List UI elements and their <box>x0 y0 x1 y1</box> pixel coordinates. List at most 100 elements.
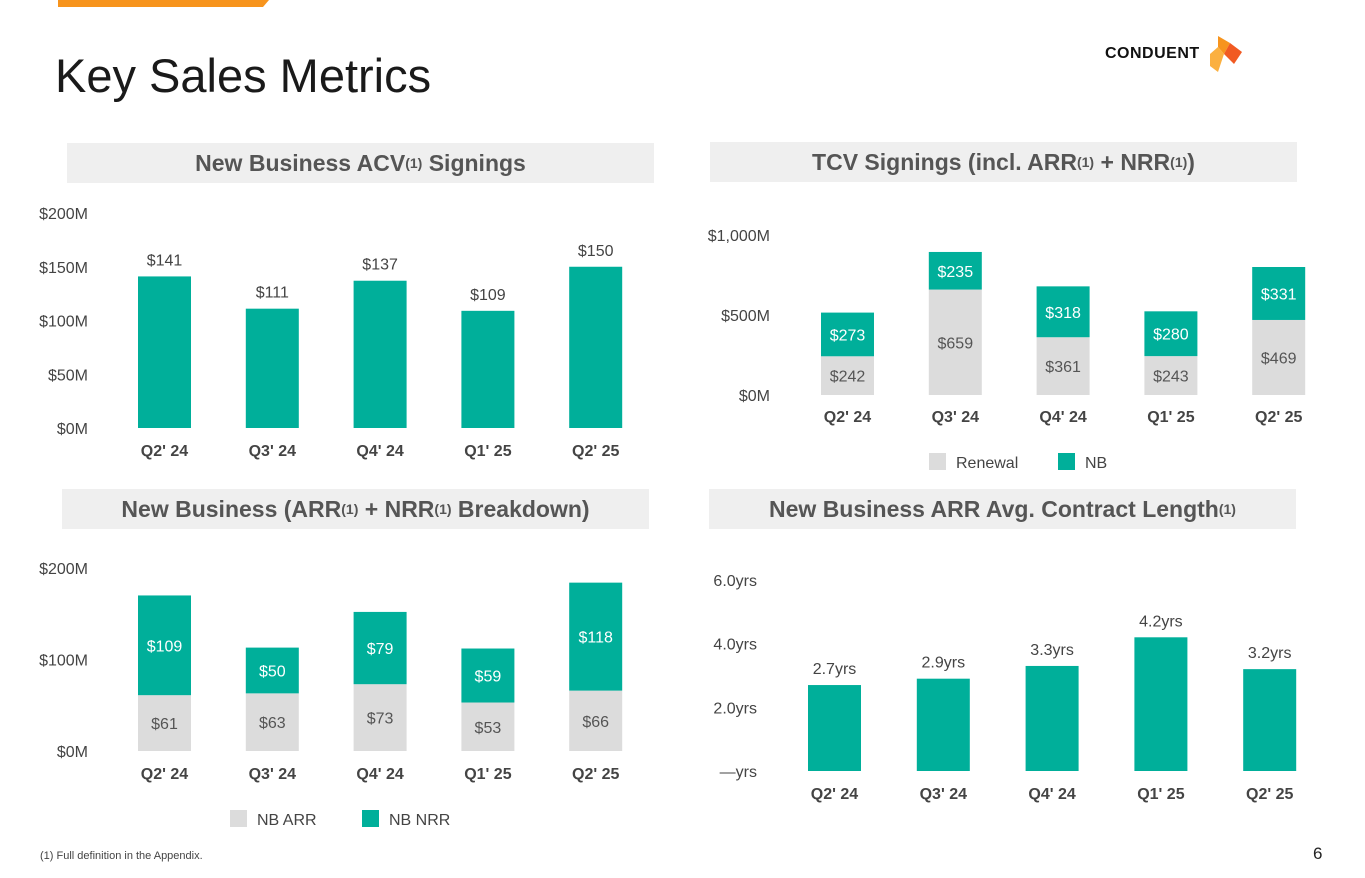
tcv-ytick-label: $500M <box>721 308 770 325</box>
conduent-logo-icon <box>1209 36 1242 72</box>
acv-data-label: $109 <box>470 287 506 304</box>
len-data-label: 2.9yrs <box>922 655 966 672</box>
acv-data-label: $141 <box>147 252 183 269</box>
tcv-bar-base <box>928 289 982 395</box>
acv-ytick-label: $200M <box>39 206 88 223</box>
tcv-category-label: Q2' 25 <box>1255 409 1302 426</box>
tcv-title-sup1: (1) <box>1076 154 1095 170</box>
page-number: 6 <box>1313 844 1323 863</box>
nb-data-label: $118 <box>578 630 613 647</box>
acv-data-label: $150 <box>578 243 614 260</box>
acv-bar <box>138 276 191 428</box>
acv-bar <box>245 308 299 428</box>
tcv-data-label: $318 <box>1045 305 1081 322</box>
acv-panel-title: New Business ACV (1) Signings <box>67 143 654 183</box>
tcv-legend-swatch <box>1058 453 1075 470</box>
acv-data-label: $111 <box>256 285 289 302</box>
nb-category-label: Q2' 24 <box>141 766 188 783</box>
nb-category-label: Q4' 24 <box>356 766 403 783</box>
acv-bar <box>353 280 407 428</box>
tcv-data-label: $235 <box>938 264 974 281</box>
tcv-legend-label: NB <box>1085 455 1107 472</box>
tcv-bar-top <box>1036 286 1090 338</box>
tcv-bar-top <box>1252 267 1306 320</box>
len-ytick-label: 6.0yrs <box>713 573 757 590</box>
nb-title-text: New Business (ARR <box>121 495 342 522</box>
tcv-title-text: TCV Signings (incl. ARR <box>812 148 1077 175</box>
nb-data-label: $63 <box>259 715 286 732</box>
page-title: Key Sales Metrics <box>55 49 432 102</box>
len-ytick-label: —yrs <box>720 764 757 781</box>
nb-bar-base <box>138 695 191 751</box>
tcv-legend-swatch <box>929 453 946 470</box>
acv-ytick-label: $150M <box>39 260 88 277</box>
acv-category-label: Q2' 24 <box>141 443 188 460</box>
nb-data-label: $73 <box>367 711 394 728</box>
len-data-label: 4.2yrs <box>1139 613 1183 630</box>
nb-panel-title: New Business (ARR (1) + NRR (1) Breakdown) <box>62 489 649 529</box>
tcv-bar-top <box>1144 311 1198 357</box>
len-bar <box>1025 665 1079 771</box>
len-data-label: 2.7yrs <box>813 661 857 678</box>
acv-title-sup: (1) <box>405 155 423 171</box>
nb-ytick-label: $0M <box>57 744 88 761</box>
acv-category-label: Q2' 25 <box>572 443 619 460</box>
len-category-label: Q2' 24 <box>811 786 858 803</box>
nb-bar-base <box>245 693 299 751</box>
nb-category-label: Q3' 24 <box>249 766 296 783</box>
nb-data-label: $50 <box>259 663 286 680</box>
tcv-legend-label: Renewal <box>956 455 1018 472</box>
len-bar <box>1243 669 1297 771</box>
len-data-label: 3.3yrs <box>1030 642 1074 659</box>
nb-bar-base <box>461 702 515 751</box>
acv-ytick-label: $0M <box>57 421 88 438</box>
nb-legend-label: NB NRR <box>389 812 450 829</box>
tcv-bar-top <box>928 251 982 290</box>
tcv-bar-base <box>1144 356 1198 395</box>
len-panel-title: New Business ARR Avg. Contract Length (1) <box>709 489 1296 529</box>
tcv-data-label: $331 <box>1261 286 1297 303</box>
tcv-data-label: $469 <box>1261 350 1297 367</box>
tcv-bar-top <box>821 312 874 357</box>
tcv-category-label: Q3' 24 <box>932 409 979 426</box>
nb-bar-top <box>138 595 191 696</box>
len-data-label: 3.2yrs <box>1248 645 1292 662</box>
accent-bar <box>58 0 269 7</box>
len-category-label: Q4' 24 <box>1028 786 1075 803</box>
tcv-category-label: Q2' 24 <box>824 409 871 426</box>
tcv-category-label: Q4' 24 <box>1039 409 1086 426</box>
nb-legend-swatch <box>362 810 379 827</box>
nb-bar-base <box>353 684 407 751</box>
tcv-data-label: $243 <box>1153 369 1189 386</box>
tcv-ytick-label: $1,000M <box>708 228 770 245</box>
nb-legend-label: NB ARR <box>257 812 317 829</box>
nb-title-sup2: (1) <box>434 501 452 517</box>
tcv-title-text-b: + NRR <box>1094 148 1171 175</box>
tcv-data-label: $273 <box>830 327 866 344</box>
acv-bar <box>461 310 515 428</box>
nb-data-label: $109 <box>147 638 183 655</box>
len-ytick-label: 2.0yrs <box>713 700 757 717</box>
len-title-sup: (1) <box>1218 501 1236 517</box>
nb-title-text-c: Breakdown) <box>451 495 590 522</box>
nb-category-label: Q2' 25 <box>572 766 619 783</box>
len-ytick-label: 4.0yrs <box>713 637 757 654</box>
tcv-title-text-c: ) <box>1187 148 1195 175</box>
tcv-data-label: $280 <box>1153 327 1189 344</box>
acv-category-label: Q3' 24 <box>249 443 296 460</box>
logo-text: CONDUENT <box>1105 45 1200 62</box>
nb-bar-top <box>245 647 299 694</box>
footnote: (1) Full definition in the Appendix. <box>40 850 203 862</box>
tcv-data-label: $242 <box>830 369 866 386</box>
acv-category-label: Q1' 25 <box>464 443 511 460</box>
nb-category-label: Q1' 25 <box>464 766 511 783</box>
nb-legend-swatch <box>230 810 247 827</box>
len-bar <box>1134 637 1188 771</box>
len-category-label: Q3' 24 <box>920 786 967 803</box>
nb-title-text-b: + NRR <box>358 495 435 522</box>
nb-bar-top <box>461 648 515 703</box>
len-category-label: Q2' 25 <box>1246 786 1293 803</box>
len-category-label: Q1' 25 <box>1137 786 1184 803</box>
tcv-ytick-label: $0M <box>739 388 770 405</box>
acv-data-label: $137 <box>362 257 398 274</box>
